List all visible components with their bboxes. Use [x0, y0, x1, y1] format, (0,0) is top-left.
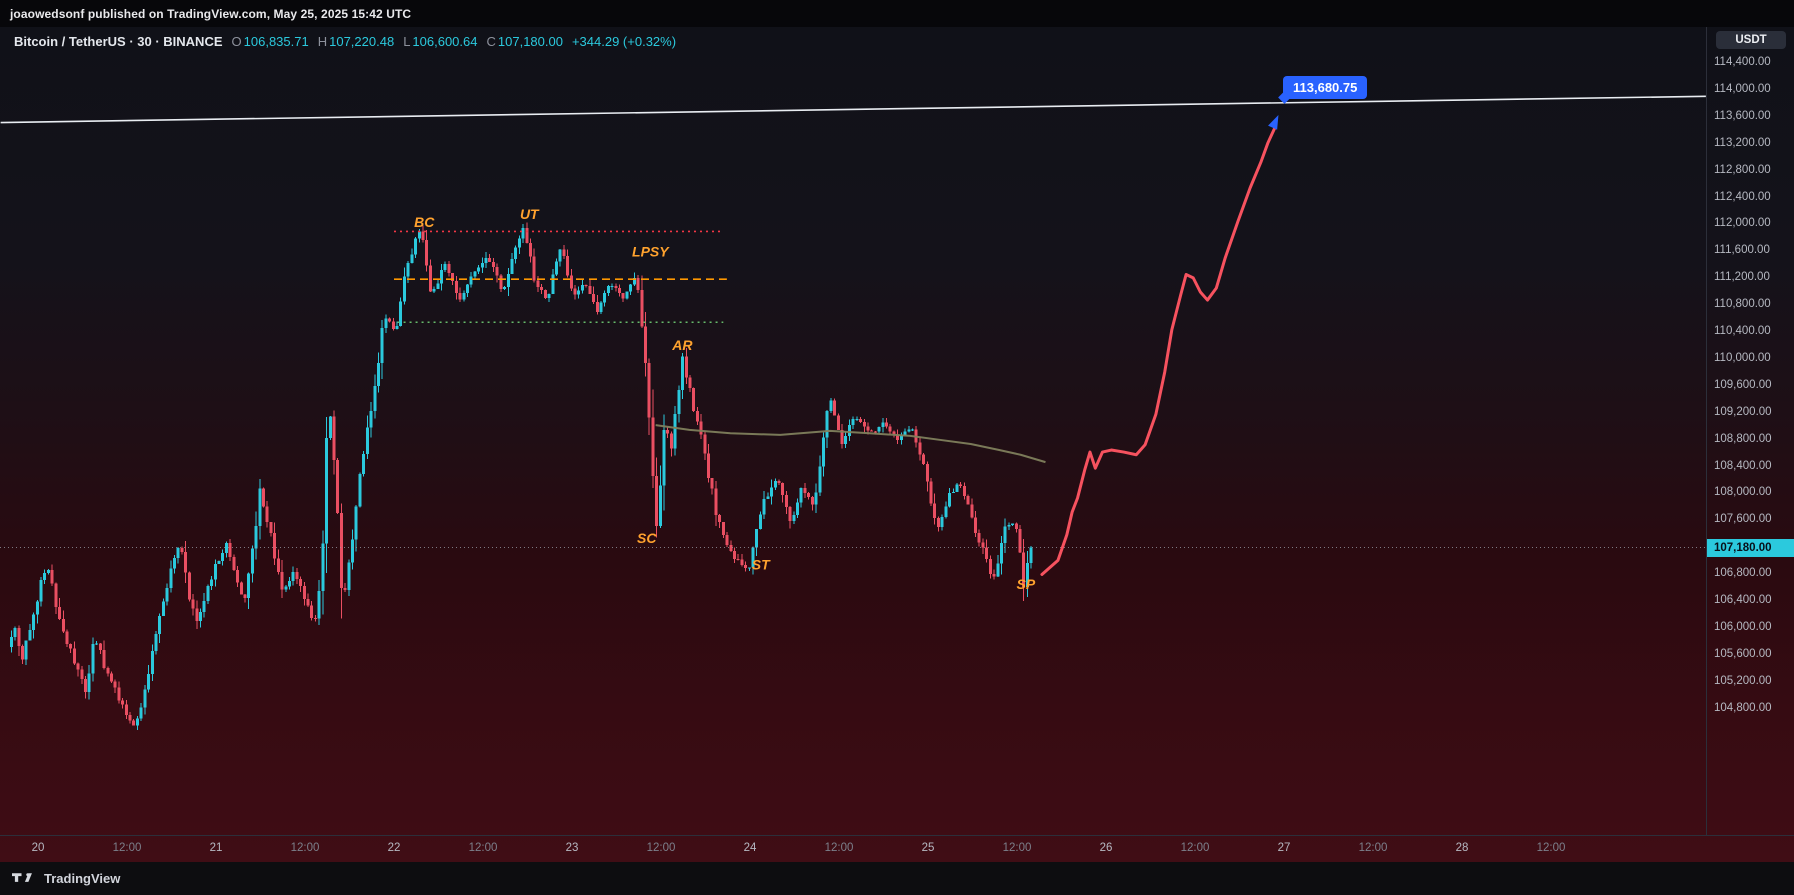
time-tick-half: 12:00 [468, 842, 498, 854]
currency-toggle-button[interactable]: USDT [1716, 31, 1786, 49]
annotation-st[interactable]: ST [752, 556, 771, 572]
price-tick: 111,200.00 [1714, 271, 1770, 284]
price-tick: 108,800.00 [1714, 432, 1772, 445]
time-tick-day: 20 [31, 842, 45, 854]
price-tick: 113,600.00 [1714, 109, 1771, 122]
chart-root: BC UT LPSY AR SC ST SP Bitcoin / TetherUS · 30… [0, 27, 1794, 862]
time-tick-half: 12:00 [1180, 842, 1210, 854]
price-tick: 106,800.00 [1714, 567, 1772, 580]
publish-text: joaowedsonf published on TradingView.com… [10, 6, 412, 21]
price-tick: 110,400.00 [1714, 325, 1771, 337]
time-tick-half: 12:00 [1358, 842, 1388, 854]
annotation-lpsy[interactable]: LPSY [632, 244, 670, 260]
time-tick-day: 26 [1099, 842, 1113, 854]
time-tick-half: 12:00 [646, 842, 676, 854]
price-tick: 114,400.00 [1714, 56, 1771, 68]
time-tick-day: 25 [921, 842, 935, 854]
publish-bar: joaowedsonf published on TradingView.com… [0, 0, 1794, 27]
price-tick: 112,800.00 [1714, 163, 1771, 176]
time-tick-half: 12:00 [1536, 842, 1566, 854]
time-tick-day: 21 [209, 842, 223, 854]
time-tick-day: 28 [1455, 842, 1469, 854]
time-tick-half: 12:00 [290, 842, 320, 854]
price-tick: 105,600.00 [1714, 647, 1772, 660]
time-tick-half: 12:00 [1002, 842, 1032, 854]
ohlc-close: C 107,180.00 [486, 34, 563, 49]
time-tick-day: 22 [387, 842, 401, 854]
annotation-sc[interactable]: SC [637, 530, 657, 546]
ohlc-high: H 107,220.48 [317, 34, 395, 49]
target-price-label[interactable]: 113,680.75 [1283, 76, 1368, 99]
price-tick: 111,600.00 [1714, 244, 1770, 257]
tradingview-logo-icon[interactable] [12, 872, 36, 885]
annotation-ut[interactable]: UT [520, 206, 540, 222]
symbol-title[interactable]: Bitcoin / TetherUS · 30 · BINANCE [14, 34, 223, 49]
time-tick-day: 24 [743, 842, 757, 854]
annotation-ar[interactable]: AR [671, 337, 693, 353]
price-tick: 106,000.00 [1714, 620, 1772, 633]
last-price-tag: 107,180.00 [1707, 538, 1794, 557]
price-tick: 110,800.00 [1714, 298, 1771, 311]
price-tick: 105,200.00 [1714, 674, 1772, 687]
time-tick-half: 12:00 [824, 842, 854, 854]
price-tick: 108,000.00 [1714, 486, 1772, 499]
price-axis[interactable]: USDT 107,180.00 114,400.00 114,000.00 113,… [1706, 27, 1794, 835]
symbol-info-row: Bitcoin / TetherUS · 30 · BINANCE O 106,8… [14, 34, 676, 49]
time-axis[interactable]: 20 12:00 21 12:00 22 12:00 23 12:00 24 12:00 25 12:… [0, 835, 1794, 862]
price-tick: 114,000.00 [1714, 82, 1771, 95]
price-tick: 106,400.00 [1714, 594, 1772, 606]
annotation-bc[interactable]: BC [414, 214, 435, 230]
chart-pane[interactable]: BC UT LPSY AR SC ST SP Bitcoin / TetherUS · 30… [0, 27, 1706, 835]
annotation-sp[interactable]: SP [1017, 576, 1036, 592]
price-tick: 110,000.00 [1714, 351, 1771, 364]
price-tick: 109,600.00 [1714, 378, 1772, 391]
price-tick: 104,800.00 [1714, 701, 1772, 714]
time-tick-half: 12:00 [112, 842, 142, 854]
footer-bar: TradingView [0, 862, 1794, 895]
time-tick-day: 27 [1277, 842, 1291, 854]
candlestick-chart[interactable]: BC UT LPSY AR SC ST SP [0, 27, 1706, 835]
price-tick: 112,000.00 [1714, 217, 1771, 230]
ohlc-low: L 106,600.64 [403, 34, 478, 49]
price-tick: 109,200.00 [1714, 405, 1772, 418]
price-tick: 112,400.00 [1714, 190, 1771, 203]
price-tick: 108,400.00 [1714, 459, 1772, 472]
time-tick-day: 23 [565, 842, 579, 854]
price-tick: 113,200.00 [1714, 136, 1771, 149]
tradingview-label[interactable]: TradingView [44, 871, 121, 886]
price-tick: 107,600.00 [1714, 513, 1772, 526]
ohlc-open: O 106,835.71 [231, 34, 309, 49]
price-change: +344.29 (+0.32%) [571, 34, 677, 49]
